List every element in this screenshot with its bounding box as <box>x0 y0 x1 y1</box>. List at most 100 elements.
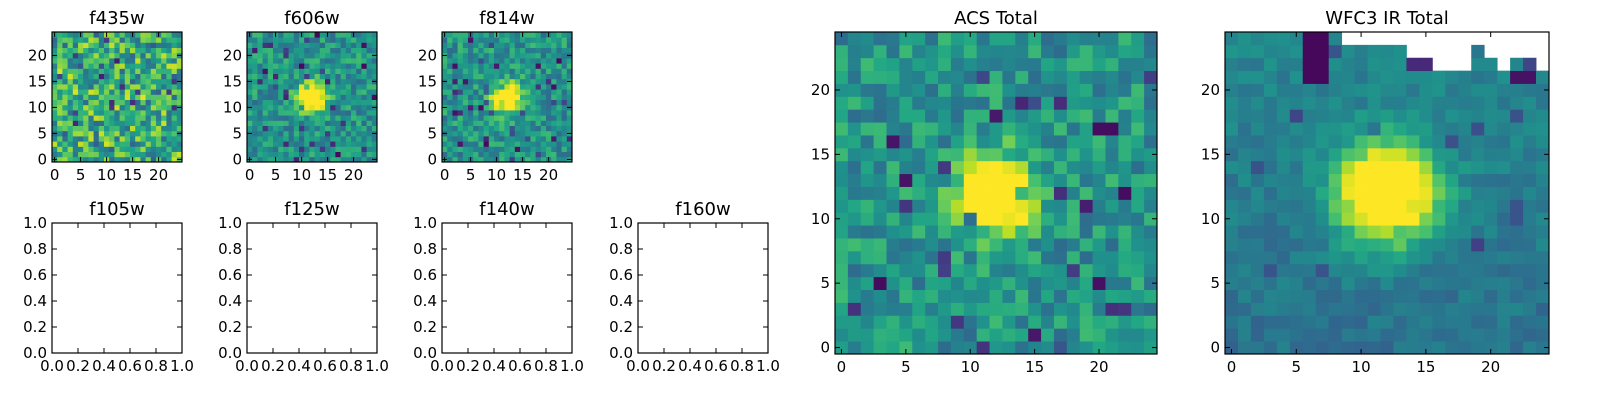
heatmap-cell <box>468 94 474 100</box>
heatmap-cell <box>83 37 89 43</box>
heatmap-cell <box>468 47 474 54</box>
heatmap-cell <box>330 37 336 43</box>
y-tick-label: 0.8 <box>218 240 242 258</box>
y-tick-label: 5 <box>1210 274 1220 292</box>
heatmap-cell <box>257 84 263 90</box>
heatmap-cell <box>1289 83 1304 97</box>
heatmap-cell <box>509 156 516 163</box>
heatmap-cell <box>551 125 557 132</box>
heatmap-cell <box>925 173 939 187</box>
heatmap-cell <box>1118 70 1132 84</box>
heatmap-cell <box>1471 302 1485 316</box>
heatmap-cell <box>304 32 310 38</box>
heatmap-cell <box>483 151 490 158</box>
heatmap-cell <box>1144 199 1158 213</box>
heatmap-cell <box>171 130 178 137</box>
heatmap-cell <box>340 84 347 90</box>
heatmap-cell <box>262 115 269 121</box>
heatmap-cell <box>452 115 458 121</box>
heatmap-cell <box>1432 328 1446 342</box>
heatmap-cell <box>335 120 341 126</box>
heatmap-cell <box>566 47 573 54</box>
heatmap-cell <box>145 84 152 90</box>
heatmap-cell <box>963 160 978 175</box>
heatmap-cell <box>556 84 562 90</box>
heatmap-cell <box>462 146 469 152</box>
heatmap-cell <box>109 146 115 152</box>
heatmap-cell <box>530 120 536 126</box>
y-tick-label: 0.6 <box>23 266 47 284</box>
heatmap-cell <box>293 141 300 147</box>
heatmap-cell <box>176 141 183 147</box>
heatmap-cell <box>1118 341 1132 355</box>
heatmap-cell <box>319 89 326 95</box>
heatmap-cell <box>135 94 141 100</box>
heatmap-cell <box>509 52 516 59</box>
heatmap-cell <box>340 125 347 132</box>
y-tick-label: 0.6 <box>609 266 633 284</box>
heatmap-cell <box>262 37 269 43</box>
heatmap-cell <box>525 104 531 111</box>
heatmap-cell <box>478 130 484 137</box>
heatmap-cell <box>262 141 269 147</box>
heatmap-cell <box>98 104 105 111</box>
heatmap-cell <box>478 110 484 116</box>
heatmap-cell <box>166 42 172 48</box>
heatmap-cell <box>488 84 495 90</box>
heatmap-cell <box>1315 199 1330 213</box>
heatmap-cell <box>1536 341 1550 355</box>
heatmap-cell <box>288 37 295 43</box>
heatmap-cell <box>166 78 172 85</box>
heatmap-cell <box>166 104 172 111</box>
heatmap-cell <box>150 68 157 74</box>
heatmap-cell <box>499 141 505 147</box>
heatmap-cell <box>257 120 263 126</box>
heatmap-cell <box>509 110 516 116</box>
heatmap-cell <box>1053 147 1068 162</box>
heatmap-cell <box>98 151 105 158</box>
heatmap-cell <box>72 110 79 116</box>
heatmap-cell <box>273 68 279 74</box>
heatmap-cell <box>561 47 568 54</box>
heatmap-cell <box>556 73 562 80</box>
heatmap-cell <box>925 212 939 226</box>
heatmap-cell <box>104 99 110 106</box>
heatmap-cell <box>963 302 978 316</box>
heatmap-cell <box>561 104 568 111</box>
heatmap-cell <box>366 115 373 121</box>
heatmap-cell <box>1497 135 1511 149</box>
heatmap-cell <box>247 99 253 106</box>
heatmap-cell <box>447 68 453 74</box>
heatmap-cell <box>1105 276 1119 290</box>
heatmap-cell <box>1328 225 1343 239</box>
heatmap-cell <box>452 47 458 54</box>
heatmap-cell <box>166 146 172 152</box>
heatmap-cell <box>950 160 965 175</box>
heatmap-cell <box>520 58 526 64</box>
heatmap-cell <box>514 32 521 38</box>
heatmap-cell <box>288 78 295 85</box>
heatmap-cell <box>520 52 526 59</box>
heatmap-cell <box>109 115 115 121</box>
heatmap-cell <box>938 212 952 226</box>
heatmap-cell <box>1315 135 1330 149</box>
heatmap-cell <box>93 104 100 111</box>
heatmap-cell <box>366 52 373 59</box>
heatmap-cell <box>93 37 100 43</box>
heatmap-cell <box>109 130 115 137</box>
heatmap-cell <box>912 212 926 226</box>
heatmap-cell <box>1536 225 1550 239</box>
heatmap-cell <box>119 104 126 111</box>
heatmap-cell <box>304 146 310 152</box>
heatmap-cell <box>114 104 120 111</box>
heatmap-cell <box>1536 212 1550 226</box>
y-tick-label: 20 <box>811 81 830 99</box>
heatmap-cell <box>1315 315 1330 329</box>
heatmap-cell <box>1380 135 1394 149</box>
heatmap-cell <box>1523 109 1537 123</box>
heatmap-cell <box>473 84 479 90</box>
heatmap-cell <box>1471 186 1485 200</box>
x-tick-label: 0 <box>50 166 60 184</box>
heatmap-cell <box>314 73 321 80</box>
heatmap-cell <box>1419 289 1433 303</box>
